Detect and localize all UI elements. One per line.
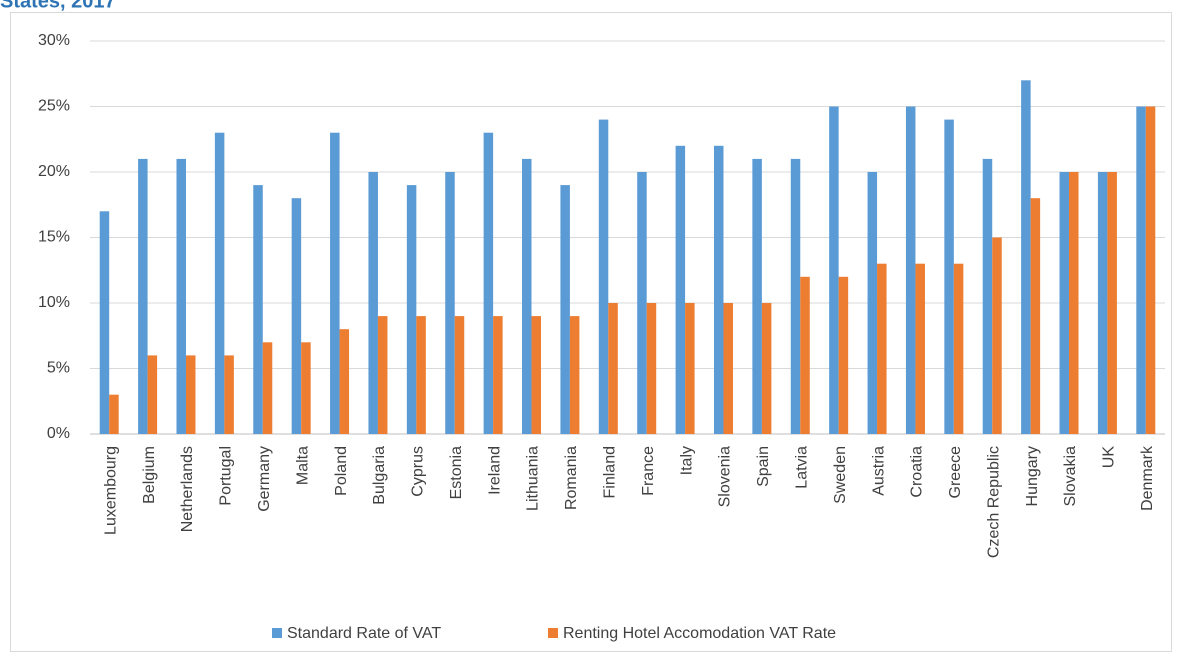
x-tick-label: Estonia: [448, 446, 465, 499]
x-tick-label: Italy: [678, 446, 695, 475]
bar: [637, 172, 647, 434]
bar: [493, 316, 503, 434]
x-tick-label: France: [640, 446, 657, 496]
bar: [531, 316, 542, 434]
bar: [99, 211, 110, 434]
bar: [838, 276, 849, 434]
y-tick-label: 30%: [38, 32, 70, 49]
chart-title: States, 2017: [0, 0, 116, 12]
bar: [800, 276, 810, 434]
bar: [877, 263, 887, 434]
bar: [560, 185, 570, 434]
bar: [761, 303, 772, 434]
bar: [723, 303, 733, 434]
y-tick-label: 5%: [47, 360, 70, 377]
x-tick-label: Sweden: [832, 446, 849, 504]
bar: [445, 172, 455, 434]
y-tick-label: 15%: [38, 229, 70, 246]
x-tick-label: Bulgaria: [371, 446, 388, 505]
bar: [377, 316, 388, 434]
bar: [147, 355, 158, 434]
bar: [522, 158, 532, 434]
bar: [176, 158, 186, 434]
bar: [569, 316, 580, 434]
bar: [1136, 106, 1146, 434]
bar: [905, 106, 916, 434]
bar: [406, 185, 417, 434]
x-tick-label: Ireland: [486, 446, 503, 495]
bar: [138, 158, 148, 434]
x-tick-label: Greece: [947, 446, 964, 499]
bar: [291, 198, 302, 434]
bar: [109, 394, 119, 434]
x-tick-label: Croatia: [909, 446, 926, 498]
bar: [598, 119, 609, 434]
bar: [752, 158, 762, 434]
bar: [867, 172, 878, 434]
x-tick-label: Austria: [870, 446, 887, 496]
bar: [1097, 172, 1108, 434]
bar: [944, 119, 954, 434]
x-tick-label: Germany: [256, 446, 273, 512]
bar: [483, 132, 494, 434]
x-tick-label: Latvia: [793, 446, 810, 489]
x-tick-label: Netherlands: [179, 446, 196, 532]
bar: [992, 237, 1002, 434]
bar: [253, 185, 263, 434]
bar: [330, 132, 340, 434]
bar: [1030, 198, 1041, 434]
bar: [262, 342, 273, 434]
x-tick-label: Slovenia: [717, 446, 734, 507]
bar: [1145, 106, 1156, 434]
x-tick-label: Spain: [755, 446, 772, 487]
x-tick-label: Cyprus: [410, 446, 427, 497]
x-tick-label: Poland: [333, 446, 350, 496]
x-tick-label: Czech Republic: [985, 446, 1002, 558]
x-tick-label: Slovakia: [1062, 446, 1079, 507]
bar: [790, 158, 801, 434]
bar: [982, 158, 993, 434]
bar: [915, 263, 925, 434]
bar: [368, 172, 378, 434]
x-tick-label: Lithuania: [525, 446, 542, 511]
x-tick-label: Finland: [602, 446, 619, 498]
bar: [1107, 172, 1117, 434]
legend-swatch: [548, 628, 558, 638]
bar: [713, 145, 724, 435]
bar: [1069, 172, 1079, 434]
bar: [339, 329, 350, 434]
legend-label: Standard Rate of VAT: [287, 625, 441, 642]
y-tick-label: 0%: [47, 425, 70, 442]
bar: [224, 355, 234, 434]
bar: [829, 106, 839, 434]
bar: [1021, 80, 1031, 435]
chart-frame: [10, 12, 1172, 652]
x-tick-label: Belgium: [141, 446, 158, 504]
y-tick-label: 10%: [38, 294, 70, 311]
x-tick-label: Luxembourg: [102, 446, 119, 535]
bar: [953, 263, 964, 434]
x-tick-label: UK: [1101, 446, 1118, 469]
bar: [685, 303, 695, 434]
y-tick-label: 20%: [38, 163, 70, 180]
x-tick-label: Denmark: [1139, 445, 1156, 511]
bar: [416, 316, 426, 434]
bar: [646, 303, 657, 434]
legend-swatch: [272, 628, 282, 638]
y-tick-label: 25%: [38, 98, 70, 115]
bar: [185, 355, 196, 434]
bar: [675, 145, 686, 435]
bar: [608, 303, 618, 434]
x-tick-label: Romania: [563, 446, 580, 510]
x-tick-label: Malta: [294, 446, 311, 485]
x-tick-label: Portugal: [218, 446, 235, 506]
bar: [1059, 172, 1070, 434]
bar: [454, 316, 465, 434]
bar: [214, 132, 225, 434]
legend-label: Renting Hotel Accomodation VAT Rate: [563, 625, 836, 642]
x-tick-label: Hungary: [1024, 446, 1041, 506]
bar: [301, 342, 311, 434]
